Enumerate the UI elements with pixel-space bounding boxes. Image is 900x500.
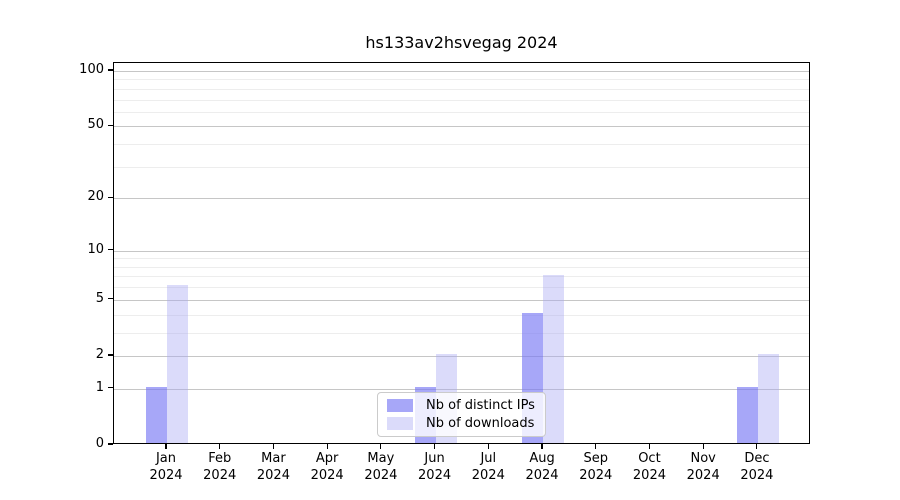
x-tick-label: Oct 2024 — [614, 451, 684, 484]
legend-swatch-downloads-icon — [387, 417, 413, 430]
y-tick-label: 50 — [87, 117, 104, 133]
major-gridline — [114, 388, 809, 390]
x-tick-year: 2024 — [471, 467, 505, 483]
x-tick-month: Dec — [744, 451, 770, 466]
major-gridline — [114, 71, 809, 72]
x-tick-mark — [433, 444, 436, 449]
x-tick-mark — [487, 444, 489, 449]
bar-distinct-ips-jan — [146, 386, 167, 443]
x-tick-label: Feb 2024 — [185, 451, 255, 484]
x-tick-mark — [380, 444, 382, 449]
minor-gridline — [114, 314, 809, 316]
x-tick-mark — [219, 444, 221, 449]
x-tick-year: 2024 — [149, 467, 183, 483]
y-tick-label: 100 — [79, 62, 104, 77]
x-tick-year: 2024 — [256, 467, 290, 483]
x-tick-mark — [595, 444, 597, 449]
legend-item-downloads: Nb of downloads — [387, 416, 545, 431]
x-tick-label: Jul 2024 — [453, 451, 523, 484]
legend-label-downloads: Nb of downloads — [426, 416, 535, 431]
minor-gridline — [114, 166, 809, 168]
x-tick-month: Oct — [638, 451, 661, 466]
x-tick-mark — [165, 444, 167, 449]
minor-gridline — [114, 258, 809, 260]
x-tick-label: Aug 2024 — [507, 451, 577, 484]
x-tick-label: Jun 2024 — [400, 451, 470, 484]
legend-swatch-distinct-ips-icon — [387, 399, 413, 412]
y-tick-label: 2 — [95, 346, 104, 362]
x-tick-year: 2024 — [310, 467, 344, 483]
legend: Nb of distinct IPs Nb of downloads — [377, 392, 546, 437]
x-tick-month: Apr — [315, 451, 339, 466]
y-tick-mark — [108, 298, 113, 300]
x-tick-mark — [648, 444, 651, 449]
x-tick-month: Nov — [690, 451, 716, 466]
y-tick-mark — [108, 387, 113, 389]
minor-gridline — [114, 88, 809, 90]
y-tick-mark — [108, 124, 113, 126]
minor-gridline — [114, 144, 809, 146]
x-tick-month: Jan — [155, 451, 177, 466]
x-tick-mark — [272, 444, 275, 449]
x-tick-year: 2024 — [418, 467, 452, 483]
x-tick-label: Nov 2024 — [668, 451, 738, 484]
x-tick-year: 2024 — [364, 467, 398, 483]
plot-area — [113, 62, 810, 444]
bar-distinct-ips-dec — [736, 386, 758, 443]
x-tick-month: Feb — [208, 451, 232, 466]
y-tick-mark — [108, 443, 113, 445]
bar-downloads-jan — [167, 285, 188, 443]
y-tick-label: 0 — [95, 436, 104, 451]
x-tick-year: 2024 — [579, 467, 613, 483]
x-tick-mark — [702, 444, 704, 449]
x-tick-label: Apr 2024 — [292, 451, 362, 484]
x-tick-mark — [326, 444, 328, 449]
minor-gridline — [114, 99, 809, 101]
major-gridline — [114, 126, 809, 128]
x-tick-label: May 2024 — [346, 451, 416, 484]
major-gridline — [114, 198, 809, 200]
y-tick-mark — [108, 354, 113, 356]
x-tick-month: Sep — [583, 451, 608, 466]
major-gridline — [114, 250, 809, 252]
x-tick-month: Aug — [529, 451, 555, 466]
x-tick-mark — [756, 444, 758, 449]
legend-item-distinct-ips: Nb of distinct IPs — [387, 398, 545, 413]
minor-gridline — [114, 79, 809, 81]
x-tick-year: 2024 — [203, 467, 237, 483]
y-tick-label: 20 — [87, 189, 104, 205]
chart-title: hs133av2hsvegag 2024 — [365, 33, 558, 52]
major-gridline — [114, 299, 809, 301]
x-tick-month: Jun — [424, 451, 445, 466]
bar-downloads-aug — [543, 274, 565, 443]
minor-gridline — [114, 332, 809, 334]
minor-gridline — [114, 276, 809, 278]
y-tick-label: 1 — [95, 379, 104, 395]
x-tick-month: May — [367, 451, 395, 466]
x-tick-year: 2024 — [686, 467, 720, 483]
y-tick-label: 5 — [95, 290, 104, 306]
x-tick-month: Jul — [480, 451, 497, 466]
minor-gridline — [114, 287, 809, 289]
x-tick-year: 2024 — [740, 467, 774, 483]
bar-downloads-dec — [757, 353, 779, 443]
legend-label-distinct-ips: Nb of distinct IPs — [426, 398, 535, 413]
x-tick-year: 2024 — [632, 467, 666, 483]
y-tick-label: 10 — [87, 241, 104, 257]
major-gridline — [114, 355, 809, 357]
minor-gridline — [114, 111, 809, 113]
x-tick-label: Dec 2024 — [722, 451, 792, 484]
x-tick-year: 2024 — [525, 467, 559, 483]
y-tick-mark — [108, 196, 113, 198]
y-tick-mark — [108, 249, 113, 251]
minor-gridline — [114, 266, 809, 268]
x-tick-label: Sep 2024 — [561, 451, 631, 484]
x-tick-mark — [541, 444, 543, 449]
x-tick-month: Mar — [261, 451, 286, 466]
x-tick-label: Mar 2024 — [238, 451, 308, 484]
y-tick-mark — [108, 69, 113, 71]
x-tick-label: Jan 2024 — [131, 451, 201, 484]
